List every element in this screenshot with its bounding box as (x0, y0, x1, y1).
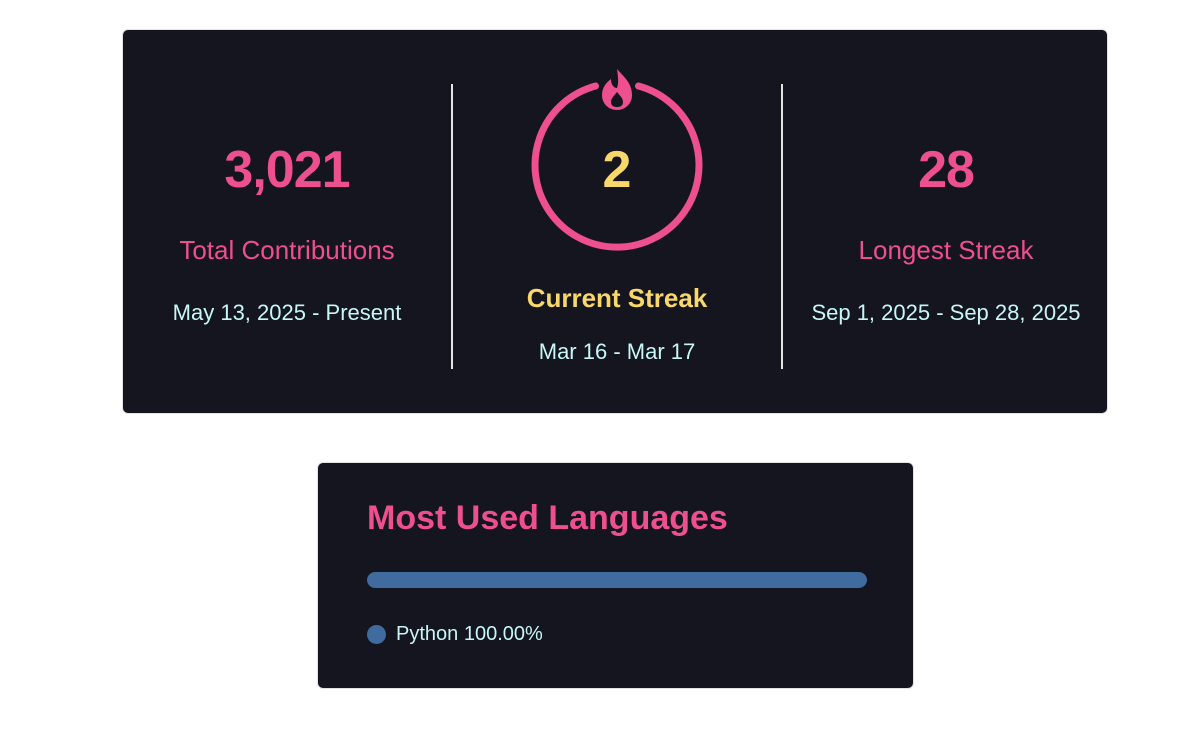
streak-stats-card: 3,021 Total Contributions May 13, 2025 -… (122, 29, 1108, 414)
current-streak-ring (531, 69, 703, 251)
current-streak-label: Current Streak (526, 283, 708, 313)
longest-streak-section: 28 Longest Streak Sep 1, 2025 - Sep 28, … (783, 30, 1109, 413)
fire-icon (602, 69, 632, 110)
current-streak-section: 2 Current Streak Mar 16 - Mar 17 (453, 30, 781, 413)
total-contributions-value: 3,021 (224, 141, 350, 199)
longest-streak-value: 28 (918, 141, 975, 199)
language-legend-item: Python 100.00% (367, 623, 543, 646)
current-streak-range: Mar 16 - Mar 17 (538, 339, 696, 364)
longest-streak-label: Longest Streak (858, 235, 1034, 265)
divider-left (451, 84, 453, 369)
language-name: Python (396, 623, 459, 645)
languages-progress-bar (367, 572, 867, 588)
language-legend-label: Python 100.00% (396, 623, 543, 646)
languages-title: Most Used Languages (367, 499, 728, 537)
language-percent: 100.00% (463, 623, 543, 645)
language-bar-segment-python (367, 572, 867, 588)
current-streak-value: 2 (602, 141, 632, 199)
most-used-languages-card: Most Used Languages Python 100.00% (317, 462, 914, 689)
longest-streak-range: Sep 1, 2025 - Sep 28, 2025 (811, 300, 1081, 325)
language-color-dot (367, 625, 386, 644)
total-contributions-range: May 13, 2025 - Present (172, 300, 402, 325)
total-contributions-label: Total Contributions (179, 235, 395, 265)
divider-right (781, 84, 783, 369)
total-contributions-section: 3,021 Total Contributions May 13, 2025 -… (123, 30, 451, 413)
